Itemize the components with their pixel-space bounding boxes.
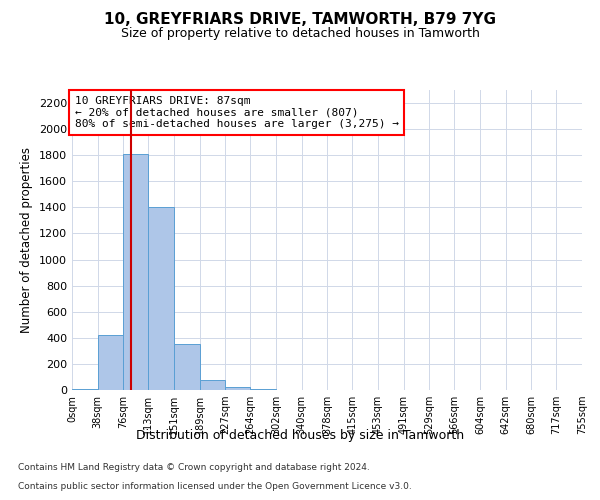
Text: 10, GREYFRIARS DRIVE, TAMWORTH, B79 7YG: 10, GREYFRIARS DRIVE, TAMWORTH, B79 7YG: [104, 12, 496, 28]
Text: Contains public sector information licensed under the Open Government Licence v3: Contains public sector information licen…: [18, 482, 412, 491]
Bar: [200, 380, 226, 390]
Text: 10 GREYFRIARS DRIVE: 87sqm
← 20% of detached houses are smaller (807)
80% of sem: 10 GREYFRIARS DRIVE: 87sqm ← 20% of deta…: [74, 96, 398, 129]
Bar: [98, 335, 124, 390]
Bar: [174, 344, 200, 390]
Bar: [124, 154, 148, 390]
Text: Distribution of detached houses by size in Tamworth: Distribution of detached houses by size …: [136, 428, 464, 442]
Bar: [72, 388, 98, 390]
Bar: [148, 208, 174, 390]
Y-axis label: Number of detached properties: Number of detached properties: [20, 147, 34, 333]
Text: Contains HM Land Registry data © Crown copyright and database right 2024.: Contains HM Land Registry data © Crown c…: [18, 464, 370, 472]
Text: Size of property relative to detached houses in Tamworth: Size of property relative to detached ho…: [121, 28, 479, 40]
Bar: [226, 386, 250, 390]
